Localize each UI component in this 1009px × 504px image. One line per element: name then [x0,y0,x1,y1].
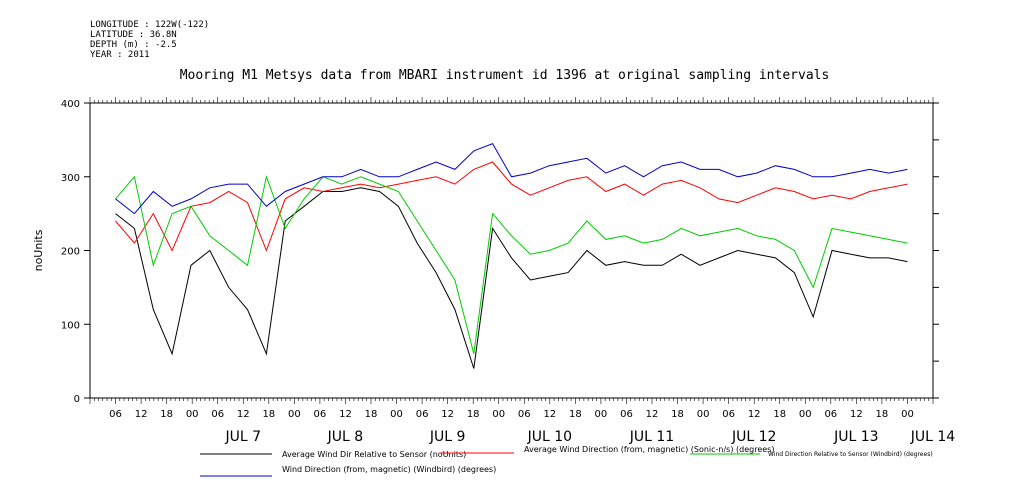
x-hour-label: 18 [671,409,684,420]
x-hour-label: 06 [824,409,837,420]
y-tick-label: 200 [61,247,80,258]
x-hour-label: 00 [595,409,608,420]
x-hour-label: 18 [160,409,173,420]
x-hour-label: 12 [339,409,352,420]
x-day-label: JUL 12 [731,429,776,445]
longitude-text: LONGITUDE : 122W(-122) [90,20,210,30]
series-line-4 [115,142,908,215]
x-day-label: JUL 11 [629,429,674,445]
depth-text: DEPTH (m) : -2.5 [90,40,177,50]
x-hour-label: 12 [237,409,250,420]
x-hour-label: 00 [697,409,710,420]
x-hour-label: 06 [109,409,122,420]
x-hour-label: 06 [620,409,633,420]
x-hour-label: 00 [186,409,199,420]
x-hour-label: 18 [467,409,480,420]
x-hour-label: 18 [262,409,275,420]
x-day-label: JUL 9 [429,429,466,445]
x-hour-label: 18 [773,409,786,420]
y-tick-label: 300 [61,173,80,184]
x-hour-label: 18 [365,409,378,420]
x-hour-label: 00 [390,409,403,420]
y-tick-label: 100 [61,320,80,331]
x-hour-label: 00 [288,409,301,420]
x-hour-label: 06 [722,409,735,420]
x-hour-label: 06 [211,409,224,420]
x-hour-label: 12 [543,409,556,420]
x-hour-label: 12 [441,409,454,420]
x-hour-label: 06 [518,409,531,420]
x-hour-label: 06 [416,409,429,420]
x-hour-label: 18 [569,409,582,420]
metadata-block: LONGITUDE : 122W(-122) LATITUDE : 36.8N … [90,20,209,60]
x-day-label: JUL 14 [910,429,956,445]
x-day-label: JUL 7 [224,429,261,445]
series-line-2 [115,161,908,252]
x-day-label: JUL 10 [527,429,572,445]
y-axis-label: noUnits [32,229,45,271]
x-hour-label: 12 [748,409,761,420]
x-hour-label: 00 [492,409,505,420]
x-hour-label: 18 [876,409,889,420]
x-hour-label: 12 [646,409,659,420]
legend-label-4: Wind Direction (from, magnetic) (Windbir… [282,465,496,474]
latitude-text: LATITUDE : 36.8N [90,30,177,40]
series-line-1 [115,187,908,369]
plot-frame [89,102,934,399]
legend-label-3: Wind Direction Relative to Sensor (Windb… [768,451,933,458]
legend-label-1: Average Wind Dir Relative to Sensor (noU… [282,450,466,459]
y-tick-label: 400 [61,99,80,110]
x-day-label: JUL 13 [833,429,878,445]
x-day-label: JUL 8 [327,429,364,445]
chart-title: Mooring M1 Metsys data from MBARI instru… [179,68,830,83]
x-hour-label: 00 [799,409,812,420]
series-line-3 [115,174,908,354]
x-hour-label: 12 [135,409,148,420]
year-text: YEAR : 2011 [90,50,150,60]
x-hour-label: 00 [901,409,914,420]
legend-label-2: Average Wind Direction (from, magnetic) … [524,445,774,454]
x-hour-label: 06 [314,409,327,420]
x-hour-label: 12 [850,409,863,420]
y-tick-label: 0 [74,394,80,405]
